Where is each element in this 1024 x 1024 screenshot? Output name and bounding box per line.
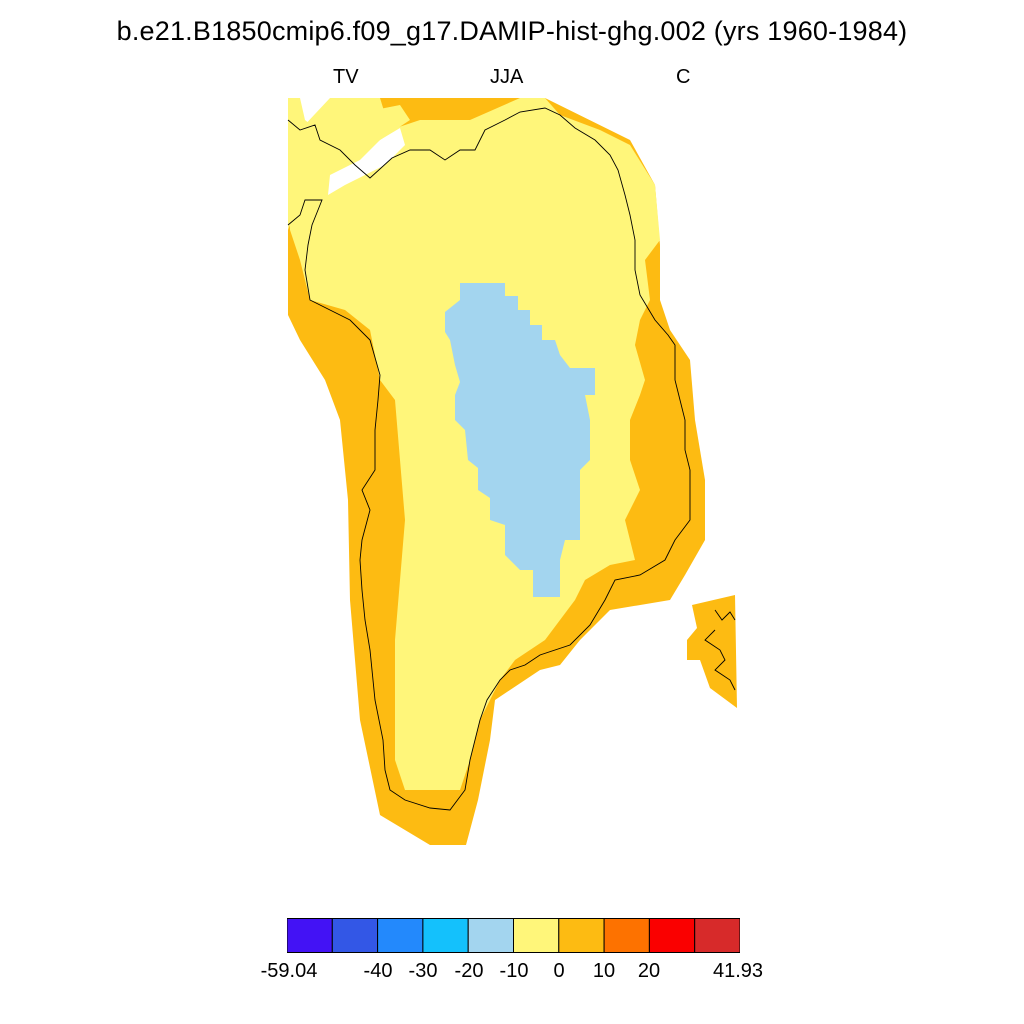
colorbar-label: -10 <box>499 960 529 982</box>
colorbar <box>287 918 740 953</box>
colorbar-swatch <box>648 918 696 953</box>
colorbar-swatch <box>513 918 560 953</box>
colorbar-label: -59.04 <box>260 960 318 982</box>
colorbar-label: 0 <box>553 960 565 982</box>
colorbar-swatch <box>377 918 424 953</box>
coastline <box>287 107 691 811</box>
colorbar-swatch <box>694 918 740 953</box>
coastline <box>704 609 736 691</box>
colorbar-swatch <box>287 918 333 953</box>
colorbar-swatch <box>331 918 379 953</box>
colorbar-swatch <box>558 918 605 953</box>
colorbar-label: 10 <box>592 960 616 982</box>
colorbar-label: 20 <box>637 960 661 982</box>
season-label: JJA <box>490 66 524 88</box>
region-gap <box>328 128 405 195</box>
region-orange-se <box>687 595 737 708</box>
colorbar-swatch <box>467 918 514 953</box>
region-yellow <box>288 98 410 230</box>
map-title: b.e21.B1850cmip6.f09_g17.DAMIP-hist-ghg.… <box>116 16 908 46</box>
units-label: C <box>676 66 691 88</box>
colorbar-swatch <box>422 918 469 953</box>
colorbar-label: 41.93 <box>712 960 764 982</box>
variable-label: TV <box>333 66 359 88</box>
colorbar-swatch <box>603 918 650 953</box>
colorbar-label: -40 <box>363 960 393 982</box>
region-blue <box>445 283 595 597</box>
colorbar-label: -30 <box>408 960 438 982</box>
colorbar-label: -20 <box>454 960 484 982</box>
